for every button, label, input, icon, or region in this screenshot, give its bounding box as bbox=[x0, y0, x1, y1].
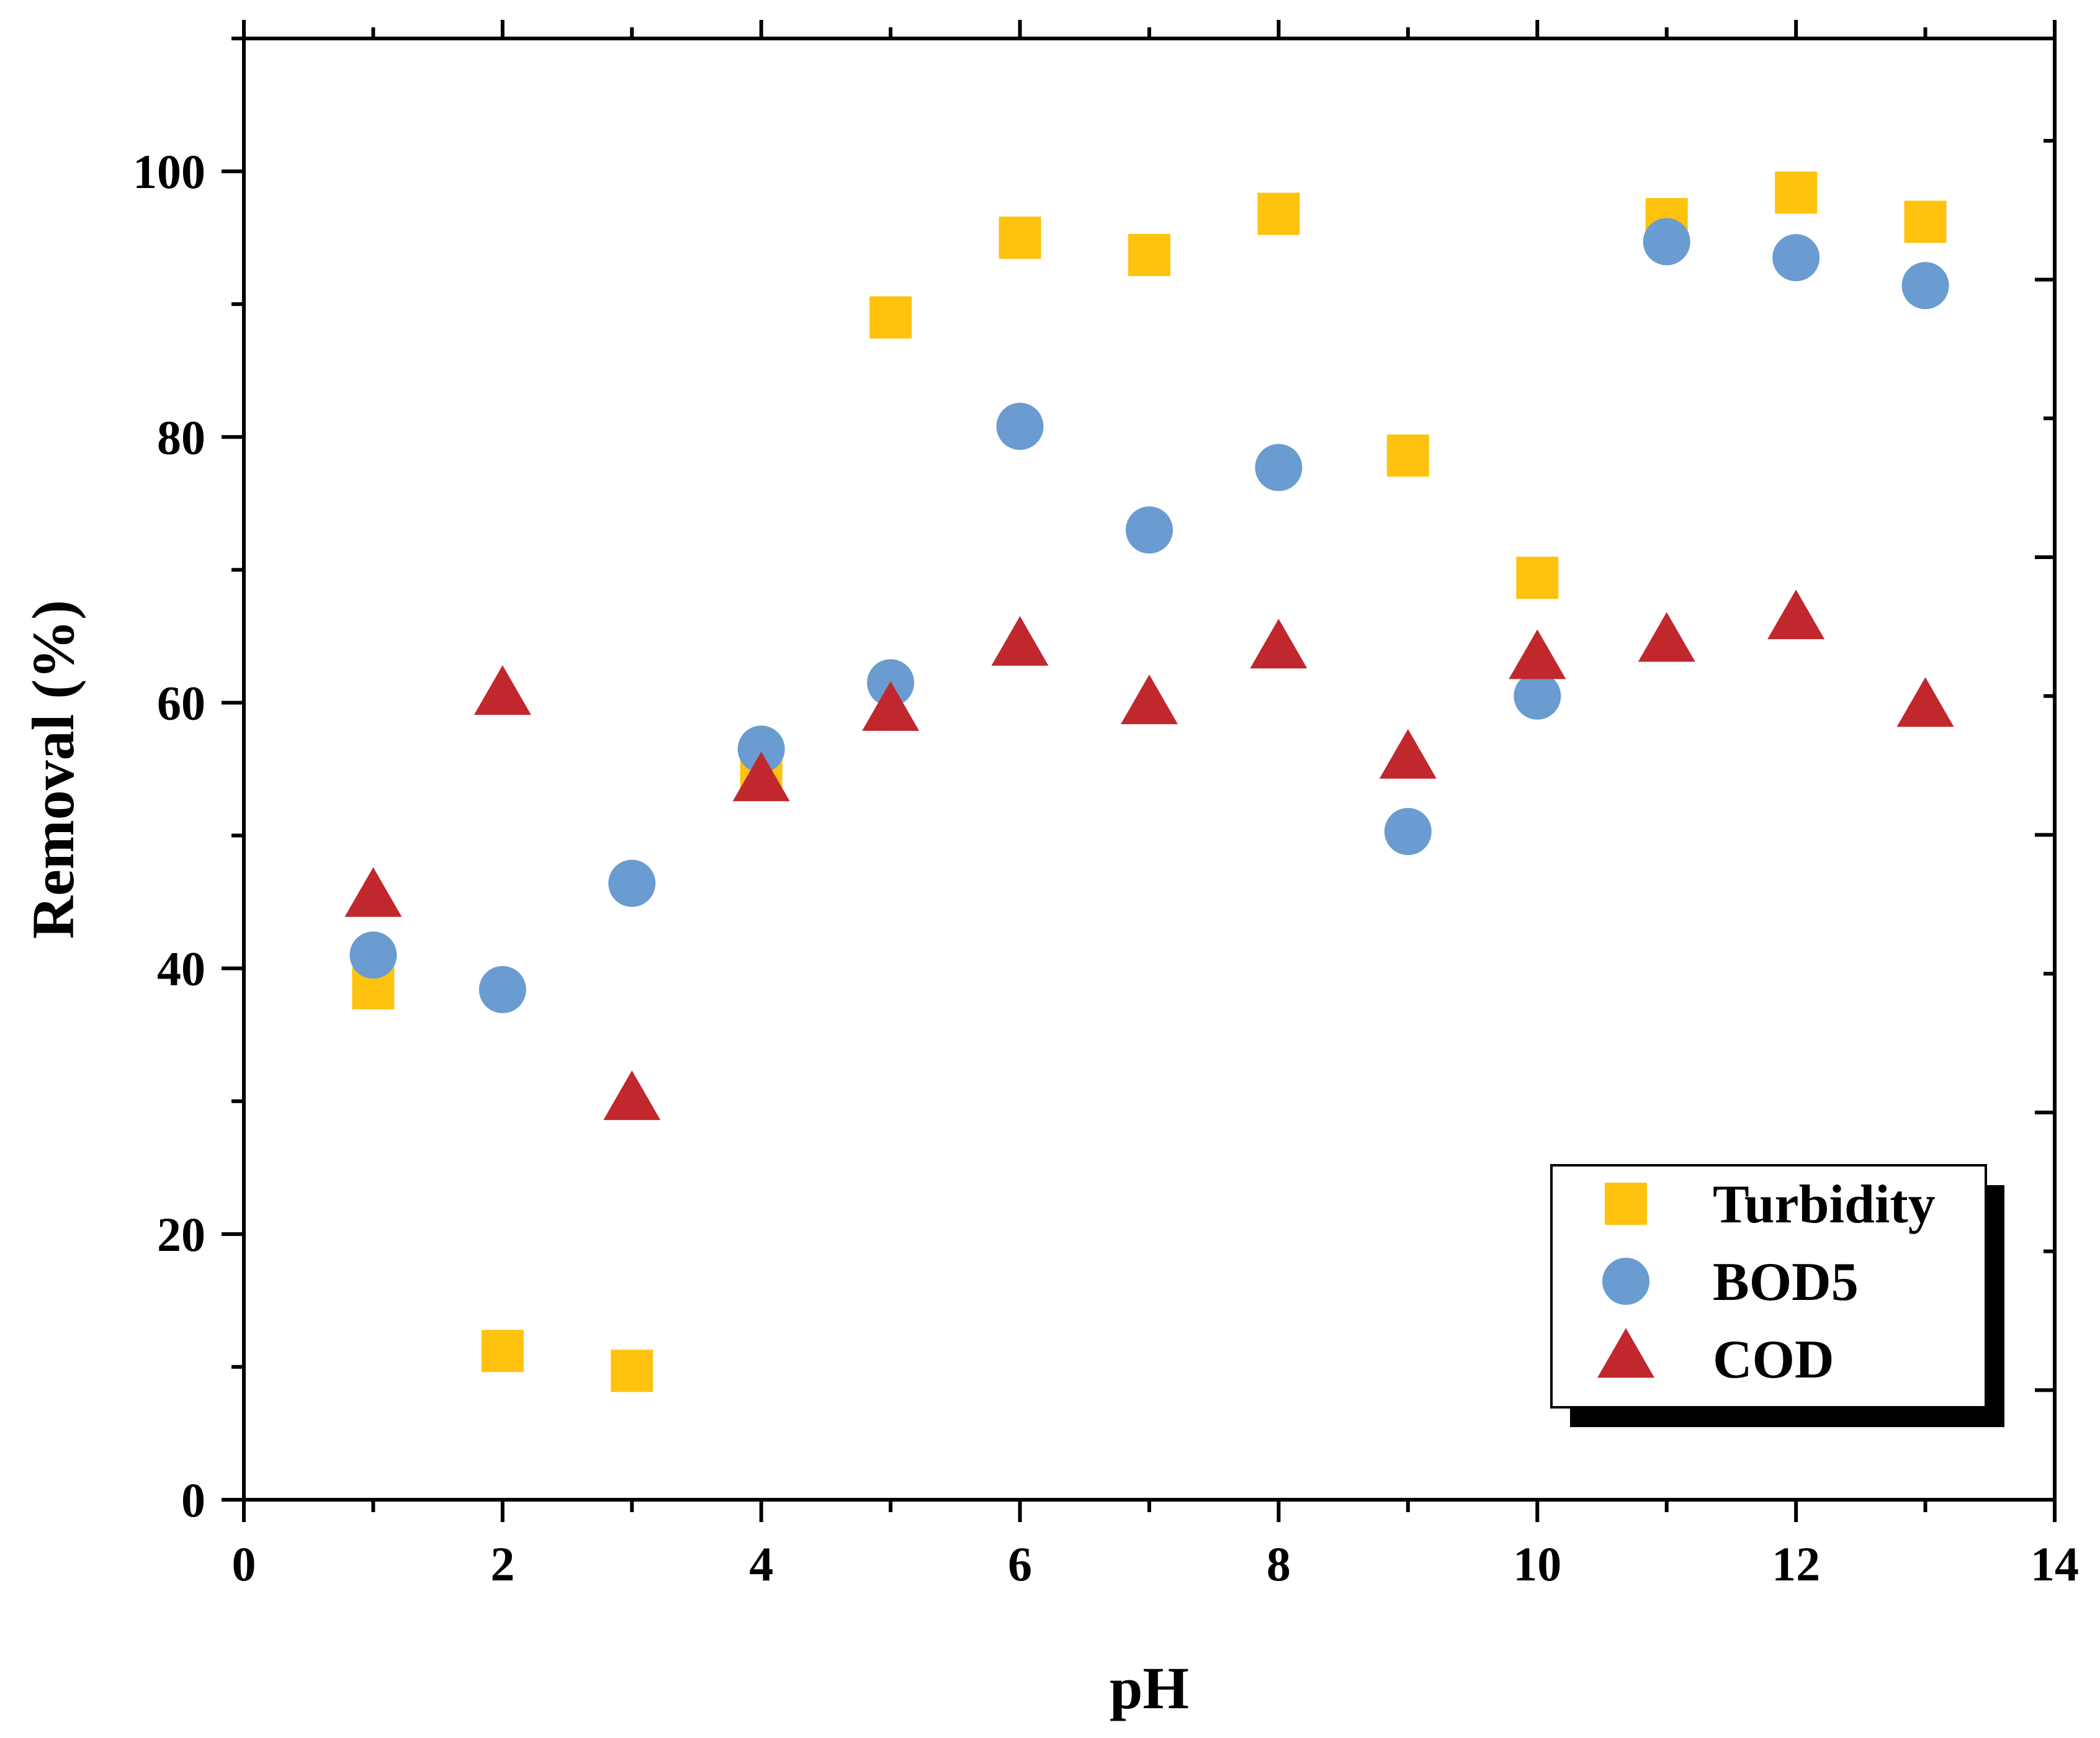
cod-point bbox=[344, 867, 402, 917]
legend-bod5-label: BOD5 bbox=[1713, 1252, 1859, 1312]
data-markers bbox=[344, 171, 1954, 1392]
series-cod bbox=[344, 589, 1954, 1121]
legend-turbidity-marker bbox=[1605, 1183, 1647, 1225]
legend-turbidity-label: Turbidity bbox=[1713, 1175, 1936, 1235]
cod-point bbox=[1379, 728, 1437, 779]
x-tick-label: 4 bbox=[749, 1537, 773, 1591]
cod-point bbox=[473, 665, 531, 715]
bod5-point bbox=[1126, 506, 1173, 554]
bod5-point bbox=[478, 965, 526, 1013]
x-tick-label: 8 bbox=[1267, 1537, 1291, 1591]
turbidity-point bbox=[998, 217, 1041, 259]
turbidity-point bbox=[1257, 192, 1300, 235]
cod-point bbox=[603, 1070, 661, 1121]
x-tick-label: 10 bbox=[1513, 1537, 1561, 1591]
turbidity-point bbox=[869, 296, 912, 339]
cod-point bbox=[732, 751, 790, 802]
bod5-point bbox=[349, 931, 397, 979]
cod-point bbox=[1638, 612, 1695, 662]
x-tick-label: 0 bbox=[232, 1537, 256, 1591]
x-tick-label: 6 bbox=[1008, 1537, 1032, 1591]
cod-point bbox=[862, 681, 920, 731]
bod5-point bbox=[1901, 262, 1949, 310]
bod5-point bbox=[1772, 234, 1820, 282]
legend-cod-marker bbox=[1597, 1328, 1654, 1378]
x-axis-tick-labels: 0 2 4 6 8 10 12 14 bbox=[232, 1537, 2080, 1591]
bod5-point bbox=[1384, 808, 1432, 856]
bod5-point bbox=[1514, 672, 1561, 720]
right-axis-ticks bbox=[2035, 138, 2055, 1392]
cod-point bbox=[1509, 629, 1566, 679]
x-axis-title: pH bbox=[1110, 1655, 1189, 1721]
x-tick-label: 2 bbox=[490, 1537, 514, 1591]
bod5-point bbox=[608, 859, 656, 907]
y-axis-tick-labels: 0 20 40 60 80 100 bbox=[133, 145, 205, 1527]
legend-cod-label: COD bbox=[1713, 1330, 1834, 1390]
y-tick-label: 60 bbox=[157, 676, 205, 730]
x-axis-ticks bbox=[242, 20, 2057, 1522]
y-tick-label: 100 bbox=[133, 145, 205, 199]
x-tick-label: 12 bbox=[1772, 1537, 1820, 1591]
turbidity-point bbox=[1904, 200, 1947, 243]
turbidity-point bbox=[611, 1350, 653, 1392]
turbidity-point bbox=[1128, 233, 1170, 276]
cod-point bbox=[1767, 589, 1825, 640]
turbidity-point bbox=[1386, 434, 1429, 477]
legend-bod5-marker bbox=[1602, 1258, 1649, 1305]
y-tick-label: 0 bbox=[181, 1473, 205, 1527]
y-axis-title: Removal (%) bbox=[20, 600, 86, 939]
cod-point bbox=[1896, 677, 1954, 727]
legend-items: Turbidity BOD5 COD bbox=[1597, 1175, 1936, 1390]
legend: Turbidity BOD5 COD bbox=[1550, 1164, 2004, 1427]
bod5-point bbox=[1255, 444, 1303, 491]
turbidity-point bbox=[1516, 557, 1559, 599]
series-bod5 bbox=[349, 218, 1949, 1013]
cod-point bbox=[1250, 619, 1308, 669]
y-tick-label: 40 bbox=[157, 942, 205, 996]
turbidity-point bbox=[481, 1330, 524, 1373]
cod-point bbox=[1121, 674, 1178, 725]
cod-point bbox=[991, 616, 1049, 666]
turbidity-point bbox=[1775, 171, 1818, 214]
x-tick-label: 14 bbox=[2030, 1537, 2079, 1591]
y-tick-label: 20 bbox=[157, 1207, 205, 1261]
y-tick-label: 80 bbox=[157, 410, 205, 464]
bod5-point bbox=[996, 403, 1044, 450]
y-axis-ticks bbox=[222, 37, 244, 1502]
bod5-point bbox=[737, 725, 785, 773]
bod5-point bbox=[1643, 218, 1690, 266]
